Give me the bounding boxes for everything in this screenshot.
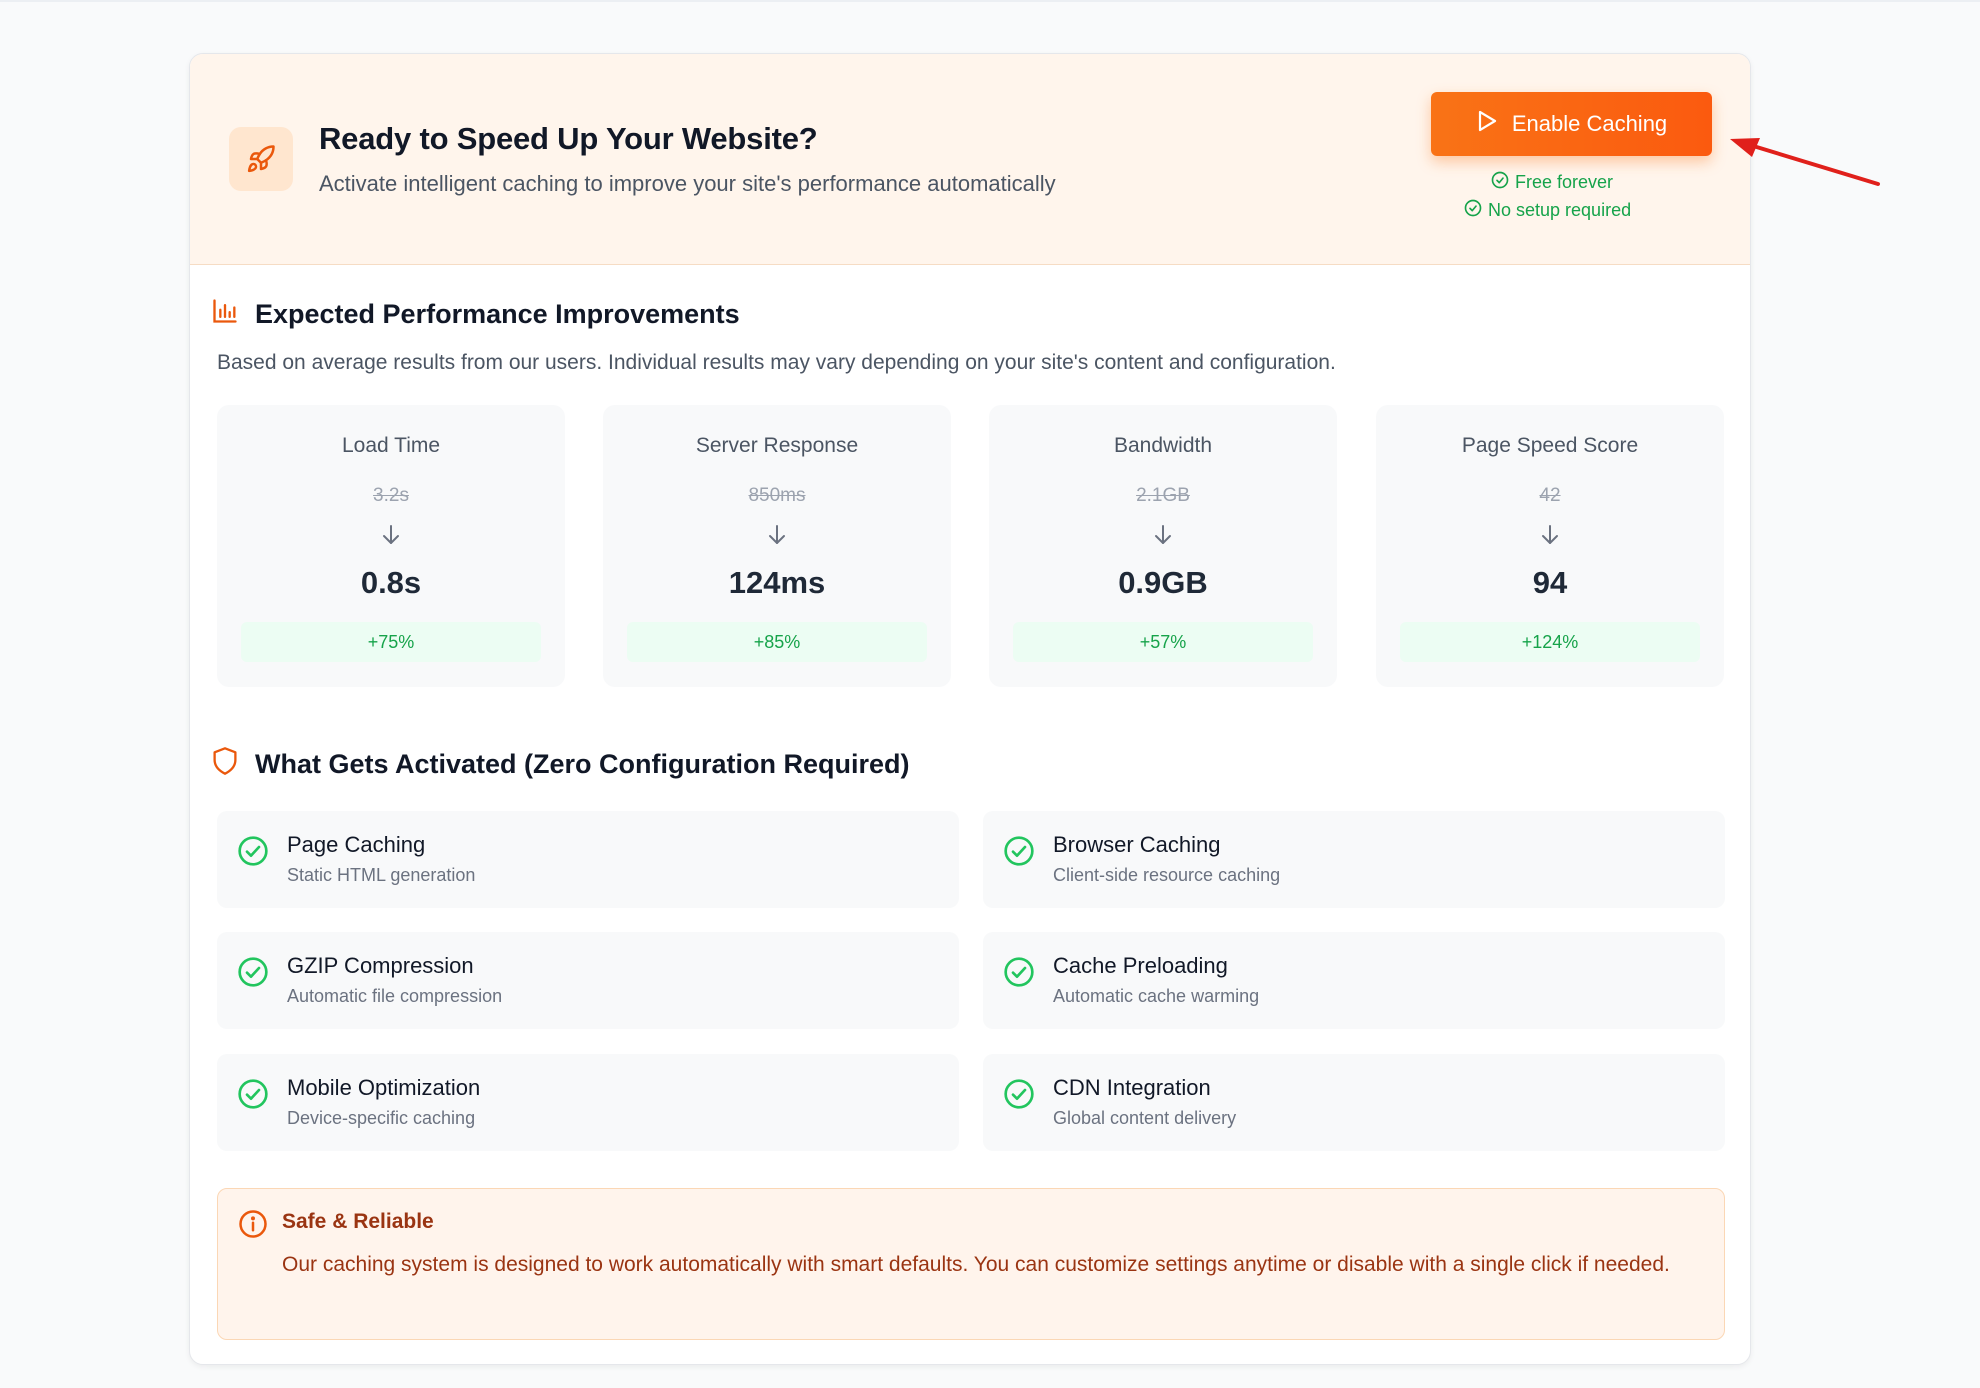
stat-after: 0.8s	[360, 565, 422, 600]
feature-desc: Automatic file compression	[287, 986, 503, 1006]
safe-title: Safe & Reliable	[282, 1210, 434, 1233]
stat-before: 42	[1539, 485, 1561, 506]
stat-gain-badge: +85%	[627, 622, 927, 662]
check-circle-icon	[237, 956, 269, 993]
features-title: What Gets Activated (Zero Configuration …	[255, 749, 910, 779]
caching-activation-card: Ready to Speed Up Your Website? Activate…	[189, 53, 1751, 1365]
arrow-down-icon	[767, 524, 787, 551]
check-circle-icon	[1003, 835, 1035, 872]
feature-desc: Device-specific caching	[287, 1108, 476, 1128]
annotation-arrow	[1730, 138, 1880, 186]
perk-no-setup: No setup required	[1464, 199, 1631, 222]
stat-before: 2.1GB	[1136, 485, 1190, 506]
feature-mobile-optimization: Mobile Optimization Device-specific cach…	[217, 1054, 959, 1151]
stat-after: 0.9GB	[1118, 565, 1208, 600]
enable-caching-label: Enable Caching	[1511, 111, 1668, 136]
info-icon	[238, 1209, 268, 1244]
check-circle-icon	[1003, 1078, 1035, 1115]
stat-card-bandwidth: Bandwidth 2.1GB 0.9GB +57%	[989, 405, 1337, 687]
check-circle-icon	[1491, 171, 1509, 194]
stat-label: Bandwidth	[1113, 434, 1213, 457]
feature-title: CDN Integration	[1053, 1075, 1211, 1100]
feature-browser-caching: Browser Caching Client-side resource cac…	[983, 811, 1725, 908]
feature-cache-preloading: Cache Preloading Automatic cache warming	[983, 932, 1725, 1029]
rocket-icon	[229, 127, 293, 191]
feature-title: Page Caching	[287, 832, 426, 857]
safe-reliable-notice: Safe & Reliable Our caching system is de…	[217, 1188, 1725, 1340]
stat-gain-badge: +75%	[241, 622, 541, 662]
performance-description: Based on average results from our users.…	[217, 351, 1336, 374]
performance-title: Expected Performance Improvements	[255, 299, 740, 329]
stat-card-server-response: Server Response 850ms 124ms +85%	[603, 405, 951, 687]
performance-heading: Expected Performance Improvements	[211, 297, 740, 332]
stat-label: Load Time	[341, 434, 441, 457]
banner-title: Ready to Speed Up Your Website?	[319, 121, 818, 156]
top-border	[0, 0, 1980, 2]
feature-title: Cache Preloading	[1053, 953, 1228, 978]
perk-free-forever: Free forever	[1491, 171, 1613, 194]
banner-subtitle: Activate intelligent caching to improve …	[319, 171, 1056, 196]
arrow-down-icon	[1153, 524, 1173, 551]
arrow-down-icon	[1540, 524, 1560, 551]
shield-icon	[211, 746, 239, 783]
feature-gzip-compression: GZIP Compression Automatic file compress…	[217, 932, 959, 1029]
check-circle-icon	[237, 835, 269, 872]
feature-desc: Automatic cache warming	[1053, 986, 1260, 1006]
perk-label: No setup required	[1488, 200, 1632, 220]
feature-desc: Static HTML generation	[287, 865, 476, 885]
stat-after: 94	[1532, 565, 1568, 600]
stat-before: 3.2s	[373, 485, 409, 506]
check-circle-icon	[1003, 956, 1035, 993]
stat-label: Page Speed Score	[1461, 434, 1639, 457]
feature-title: Mobile Optimization	[287, 1075, 481, 1100]
stat-before: 850ms	[748, 485, 806, 506]
check-circle-icon	[1464, 199, 1482, 222]
stat-card-page-speed-score: Page Speed Score 42 94 +124%	[1376, 405, 1724, 687]
features-heading: What Gets Activated (Zero Configuration …	[211, 746, 910, 783]
stat-card-load-time: Load Time 3.2s 0.8s +75%	[217, 405, 565, 687]
bar-chart-icon	[211, 297, 239, 332]
stat-gain-badge: +124%	[1400, 622, 1700, 662]
feature-desc: Global content delivery	[1053, 1108, 1237, 1128]
arrow-down-icon	[381, 524, 401, 551]
feature-page-caching: Page Caching Static HTML generation	[217, 811, 959, 908]
feature-title: GZIP Compression	[287, 953, 474, 978]
feature-title: Browser Caching	[1053, 832, 1221, 857]
stat-gain-badge: +57%	[1013, 622, 1313, 662]
safe-text: Our caching system is designed to work a…	[282, 1253, 1670, 1276]
feature-desc: Client-side resource caching	[1053, 865, 1281, 885]
perk-label: Free forever	[1515, 172, 1614, 192]
stat-after: 124ms	[728, 565, 826, 600]
stat-label: Server Response	[695, 434, 859, 457]
check-circle-icon	[237, 1078, 269, 1115]
feature-cdn-integration: CDN Integration Global content delivery	[983, 1054, 1725, 1151]
hero-banner: Ready to Speed Up Your Website? Activate…	[190, 54, 1750, 265]
enable-caching-button[interactable]: Enable Caching	[1431, 92, 1712, 156]
play-icon	[1476, 109, 1498, 139]
